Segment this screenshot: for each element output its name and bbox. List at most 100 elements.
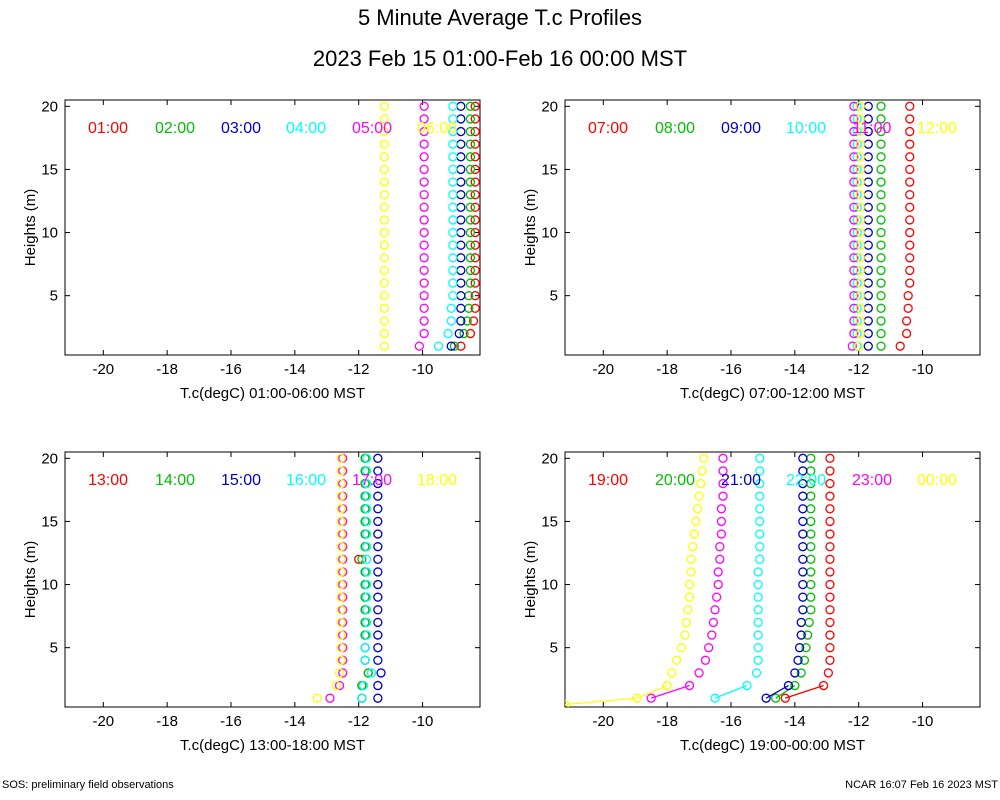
legend-entry: 10:00 bbox=[786, 120, 826, 137]
data-point bbox=[699, 453, 709, 463]
data-point bbox=[876, 316, 886, 326]
data-point bbox=[755, 529, 765, 539]
legend-entry: 08:00 bbox=[655, 120, 695, 137]
data-point bbox=[713, 579, 723, 590]
data-point bbox=[336, 579, 346, 590]
data-point bbox=[336, 655, 346, 665]
data-point bbox=[448, 190, 458, 200]
data-point bbox=[465, 190, 476, 200]
data-point bbox=[362, 466, 372, 476]
data-point bbox=[876, 202, 886, 212]
x-tick-label: -12 bbox=[348, 713, 370, 730]
legend-entry: 17:00 bbox=[352, 472, 392, 489]
data-point bbox=[379, 101, 389, 111]
data-point bbox=[823, 668, 834, 678]
data-point bbox=[456, 227, 466, 238]
x-tick-label: -18 bbox=[656, 361, 678, 378]
data-point bbox=[905, 278, 915, 288]
series-2200 bbox=[710, 453, 765, 703]
data-point bbox=[876, 265, 886, 276]
data-point bbox=[798, 605, 808, 615]
x-tick-label: -14 bbox=[784, 713, 806, 730]
data-point bbox=[379, 227, 389, 238]
data-point bbox=[336, 643, 346, 653]
data-point bbox=[373, 516, 383, 527]
data-point bbox=[379, 341, 389, 351]
data-point bbox=[905, 164, 915, 175]
legend-entry: 03:00 bbox=[221, 120, 261, 137]
data-point bbox=[876, 278, 886, 288]
data-point bbox=[876, 101, 886, 111]
data-point bbox=[338, 668, 348, 678]
data-point bbox=[470, 215, 480, 225]
data-point bbox=[852, 316, 862, 326]
legend-entry: 01:00 bbox=[88, 120, 128, 137]
data-point bbox=[863, 240, 873, 250]
data-point bbox=[863, 215, 873, 225]
legend-entry: 09:00 bbox=[721, 120, 761, 137]
profile-segment bbox=[714, 684, 748, 699]
data-point bbox=[456, 152, 466, 162]
chart-title: 5 Minute Average T.c Profiles bbox=[358, 5, 642, 30]
data-layer bbox=[312, 453, 386, 703]
data-point bbox=[802, 630, 813, 640]
data-point bbox=[419, 215, 429, 225]
data-point bbox=[358, 680, 369, 691]
data-point bbox=[855, 265, 865, 276]
legend-entry: 04:00 bbox=[286, 120, 326, 137]
x-tick-label: -16 bbox=[720, 361, 742, 378]
data-point bbox=[855, 227, 865, 238]
data-point bbox=[684, 680, 695, 691]
data-point bbox=[336, 453, 346, 463]
data-point bbox=[790, 668, 800, 678]
data-point bbox=[379, 152, 389, 162]
legend-entry: 06:00 bbox=[417, 120, 457, 137]
data-point bbox=[753, 579, 763, 590]
data-point bbox=[373, 693, 383, 703]
data-point bbox=[825, 516, 835, 527]
data-point bbox=[708, 617, 719, 628]
data-point bbox=[863, 177, 873, 187]
data-point bbox=[379, 265, 389, 276]
data-point bbox=[379, 126, 389, 137]
data-point bbox=[419, 253, 429, 263]
data-point bbox=[680, 630, 690, 640]
data-point bbox=[379, 202, 389, 212]
data-point bbox=[718, 466, 728, 476]
data-point bbox=[849, 139, 859, 149]
data-point bbox=[465, 253, 476, 263]
footer-right: NCAR 16:07 Feb 16 2023 MST bbox=[845, 779, 998, 791]
data-point bbox=[818, 680, 829, 691]
data-point bbox=[825, 504, 835, 514]
series-0900 bbox=[863, 101, 873, 351]
data-point bbox=[798, 504, 808, 514]
data-point bbox=[863, 278, 873, 288]
data-point bbox=[852, 328, 862, 339]
data-point bbox=[852, 177, 862, 187]
y-tick-label: 15 bbox=[41, 513, 58, 530]
data-point bbox=[334, 668, 345, 678]
data-point bbox=[863, 265, 873, 276]
data-point bbox=[793, 655, 803, 665]
data-point bbox=[470, 202, 480, 212]
data-point bbox=[465, 114, 476, 124]
data-point bbox=[443, 328, 453, 339]
data-point bbox=[448, 253, 458, 263]
data-point bbox=[855, 202, 865, 212]
data-point bbox=[419, 114, 429, 124]
data-point bbox=[470, 126, 480, 137]
data-point bbox=[876, 240, 886, 250]
data-point bbox=[718, 491, 728, 501]
y-tick-label: 5 bbox=[50, 288, 58, 305]
data-point bbox=[694, 491, 704, 501]
data-point bbox=[448, 177, 458, 187]
data-point bbox=[855, 240, 865, 250]
data-point bbox=[852, 152, 862, 162]
data-point bbox=[456, 190, 466, 200]
data-point bbox=[470, 240, 480, 250]
data-point bbox=[798, 478, 808, 489]
data-point bbox=[855, 278, 865, 288]
data-point bbox=[419, 164, 429, 175]
data-point bbox=[465, 215, 476, 225]
x-tick-label: -18 bbox=[656, 713, 678, 730]
